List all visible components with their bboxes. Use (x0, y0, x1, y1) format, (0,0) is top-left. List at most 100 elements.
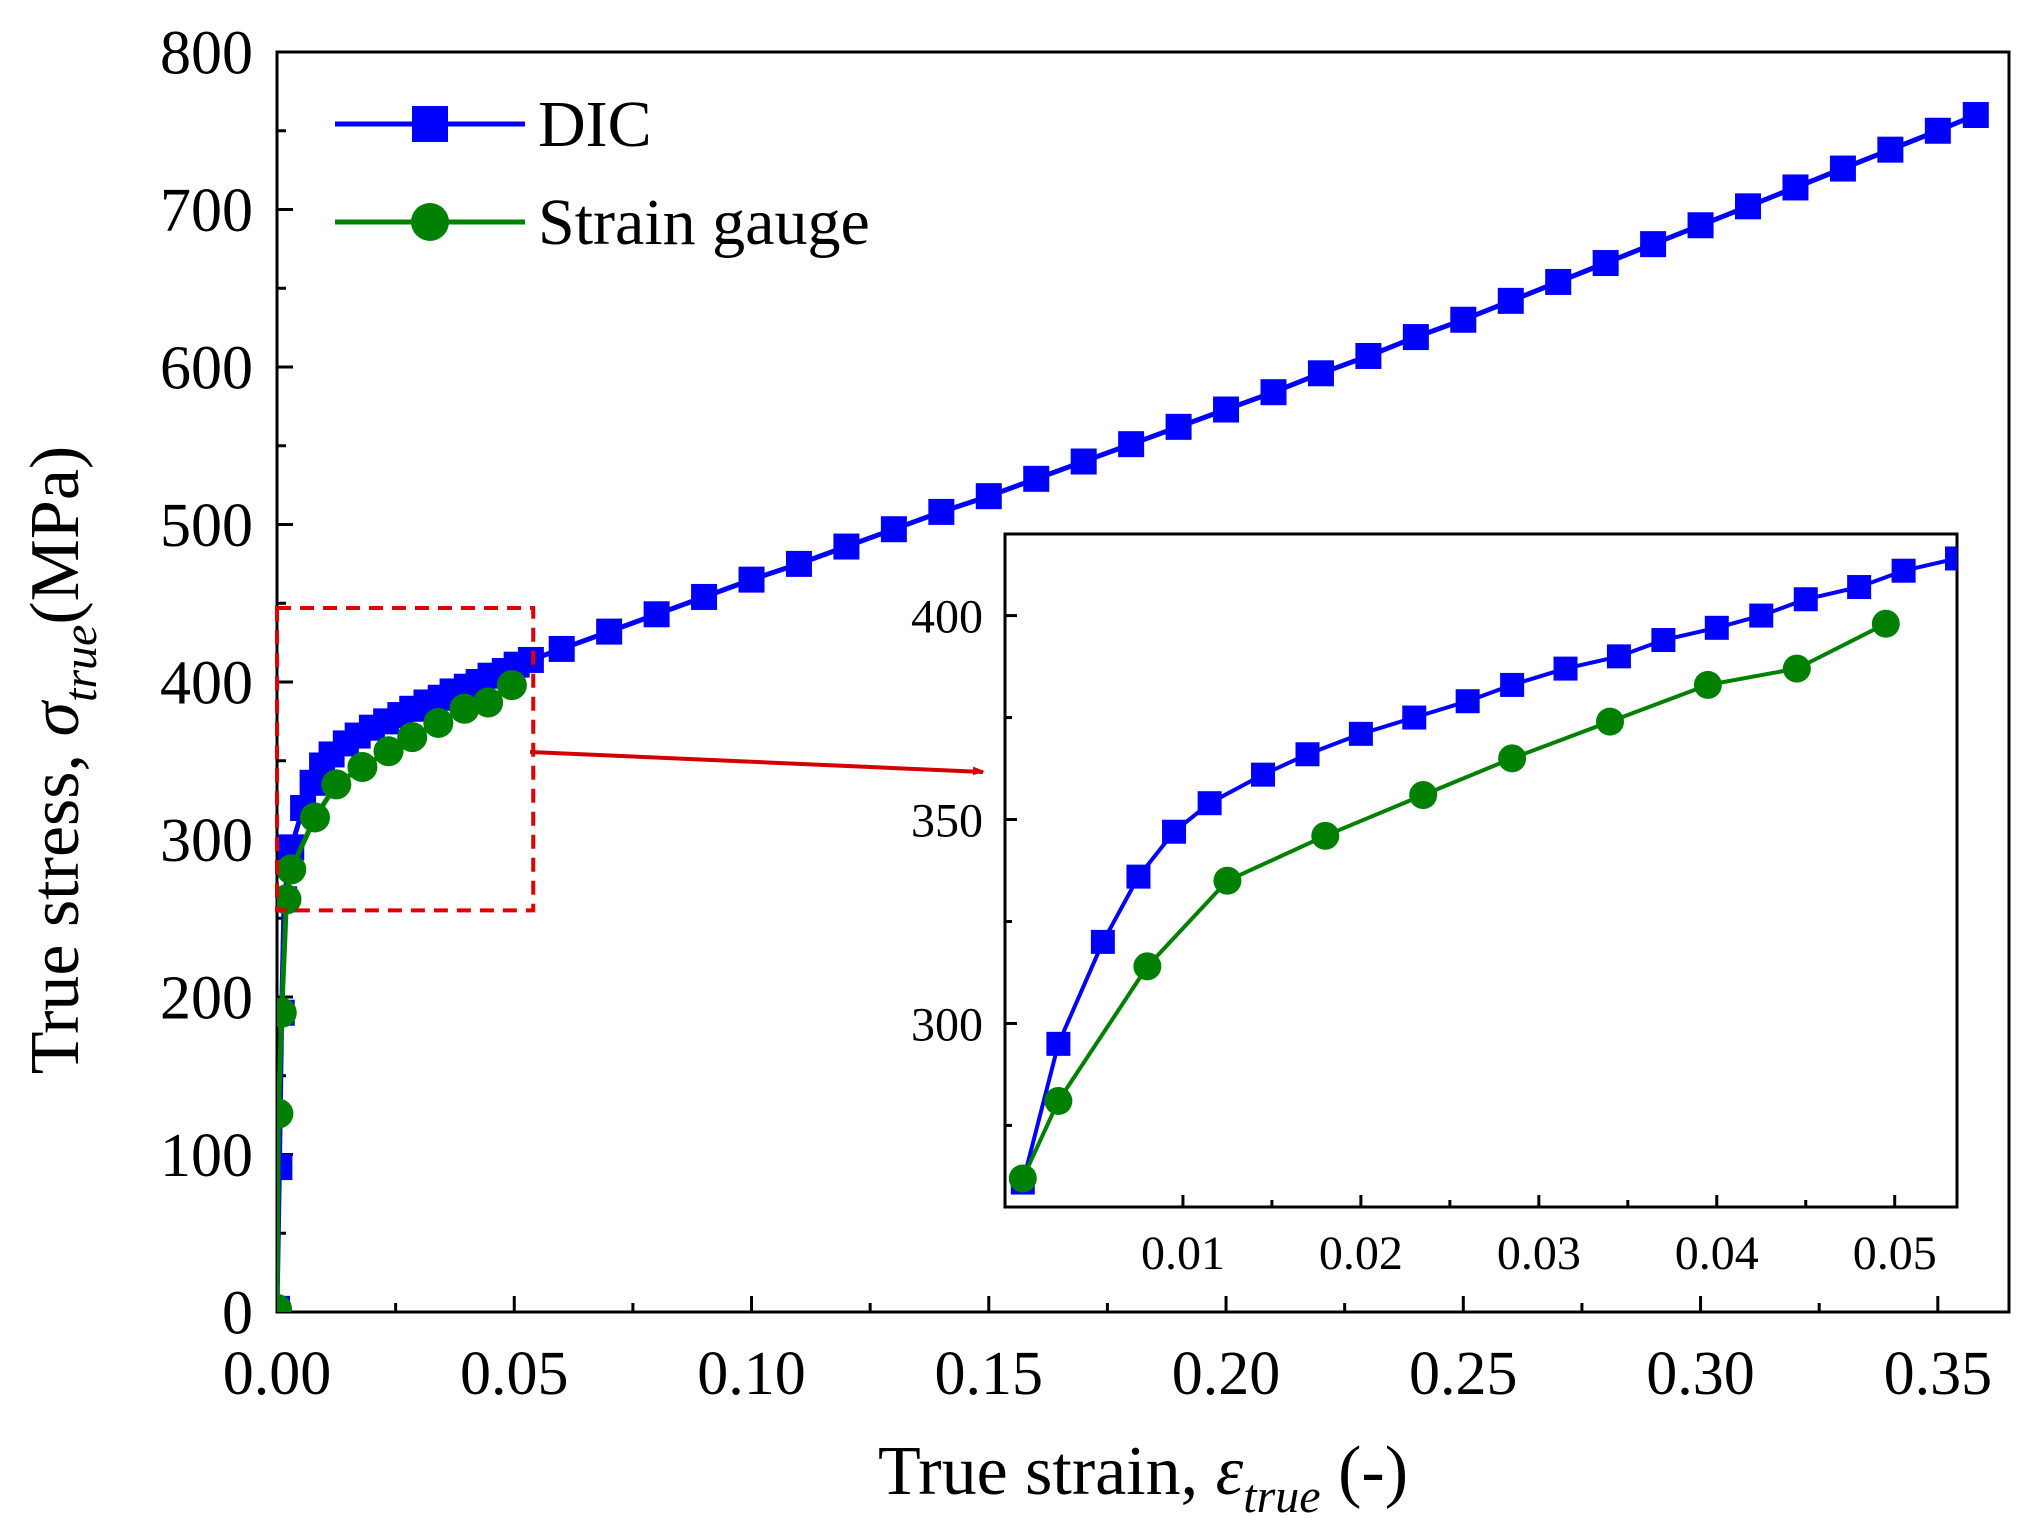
dic-point (277, 1154, 293, 1181)
y-tick-label: 350 (911, 794, 983, 847)
strain-gauge-point (1871, 609, 1900, 638)
y-tick-label: 400 (911, 590, 983, 643)
x-tick-label: 0.02 (1319, 1227, 1403, 1280)
strain-gauge-point (1008, 1164, 1037, 1193)
dic-point (1891, 558, 1916, 583)
dic-point (1553, 656, 1578, 681)
dic-point (1606, 644, 1631, 669)
main-y-ticks: 0 100 200 300 400 500 600 700 800 (160, 20, 293, 1348)
strain-gauge-point (277, 1293, 292, 1312)
series-group (1008, 546, 1957, 1195)
x-tick-label: 0.35 (1884, 1340, 1993, 1408)
x-tick-label: 0.04 (1675, 1227, 1759, 1280)
y-tick-label: 700 (160, 177, 253, 245)
dic-point (1348, 721, 1373, 746)
dic-point (1023, 465, 1050, 492)
inset-plot-frame (1003, 532, 1959, 1209)
y-tick-label: 400 (160, 650, 253, 718)
strain-gauge-point (1133, 952, 1162, 981)
dic-point (1118, 431, 1145, 458)
strain-gauge-point (473, 687, 504, 718)
dic-point (1046, 1031, 1071, 1056)
strain-gauge-point (277, 854, 307, 885)
dic-point (691, 583, 718, 610)
strain-gauge-point (347, 752, 378, 783)
strain-gauge-point (321, 769, 352, 800)
y-tick-label: 500 (160, 492, 253, 560)
dic-point (1355, 342, 1382, 369)
dic-point (1640, 231, 1667, 258)
dic-point (1295, 742, 1320, 767)
dic-point (1213, 396, 1240, 423)
dic-point (643, 601, 670, 628)
dic-point (1162, 819, 1187, 844)
strain-gauge-point (1782, 654, 1811, 683)
dic-point (548, 635, 575, 662)
dic-point (1592, 250, 1619, 277)
dic-point (517, 646, 544, 673)
dic-point (975, 483, 1002, 510)
inset-x-ticks: 0.01 0.02 0.03 0.04 0.05 (1141, 1195, 1937, 1280)
dic-point (1829, 155, 1856, 182)
strain-gauge-point (277, 997, 297, 1028)
dic-point (1924, 117, 1951, 144)
dic-point (1962, 102, 1989, 128)
dic-point (1165, 413, 1192, 440)
y-tick-label: 200 (160, 965, 253, 1033)
dic-point (880, 516, 907, 543)
inset-plot: 300 350 400 0.01 0.02 0.03 0.04 0.05 (911, 532, 1959, 1280)
legend-item-dic: DIC (335, 88, 652, 161)
main-series (277, 102, 1989, 1312)
series-group (277, 102, 1989, 1312)
dic-point (1735, 193, 1762, 220)
x-tick-label: 0.05 (460, 1340, 569, 1408)
strain-gauge-point (449, 693, 480, 724)
dic-point (1545, 268, 1572, 295)
y-tick-label: 100 (160, 1122, 253, 1190)
dic-point (1749, 603, 1774, 628)
dic-point (1500, 672, 1525, 697)
x-tick-label: 0.00 (223, 1340, 332, 1408)
dic-point (1402, 705, 1427, 730)
dic-point (1782, 174, 1809, 201)
dic-point (1651, 628, 1676, 653)
x-tick-label: 0.10 (697, 1340, 806, 1408)
x-tick-label: 0.05 (1853, 1227, 1937, 1280)
x-tick-label: 0.01 (1141, 1227, 1225, 1280)
x-tick-label: 0.15 (935, 1340, 1044, 1408)
legend-marker-square (412, 106, 448, 142)
strain-gauge-point (1596, 707, 1625, 736)
y-tick-label: 0 (222, 1280, 253, 1348)
zoom-box (275, 605, 536, 913)
dic-point (1126, 864, 1151, 889)
dic-point (833, 533, 860, 560)
dic-point (1197, 791, 1222, 816)
x-tick-label: 0.20 (1172, 1340, 1281, 1408)
legend: DIC Strain gauge (335, 88, 870, 259)
strain-gauge-point (1213, 866, 1242, 895)
strain-gauge-point (1311, 821, 1340, 850)
dic-point (1070, 448, 1097, 475)
strain-gauge-point (277, 1098, 294, 1129)
legend-marker-circle (411, 203, 449, 241)
dic-point (1251, 762, 1276, 787)
x-tick-label: 0.30 (1646, 1340, 1755, 1408)
dic-point (1687, 212, 1714, 239)
x-axis-title: True strain, εtrue (-) (878, 1433, 1408, 1523)
inset-series (1008, 546, 1957, 1195)
strain-gauge-point (1498, 744, 1527, 773)
legend-item-strain-gauge: Strain gauge (335, 186, 870, 259)
strain-gauge-point (1693, 670, 1722, 699)
strain-gauge-point (397, 722, 428, 753)
dic-point (596, 618, 623, 645)
dic-point (1704, 615, 1729, 640)
dic-point (1307, 360, 1334, 387)
y-tick-label: 300 (160, 807, 253, 875)
y-axis-title: True stress, σtrue(MPa) (17, 446, 107, 1074)
strain-gauge-point (277, 884, 302, 915)
x-tick-label: 0.25 (1409, 1340, 1518, 1408)
strain-gauge-point (1044, 1086, 1073, 1115)
dic-point (1945, 546, 1957, 571)
